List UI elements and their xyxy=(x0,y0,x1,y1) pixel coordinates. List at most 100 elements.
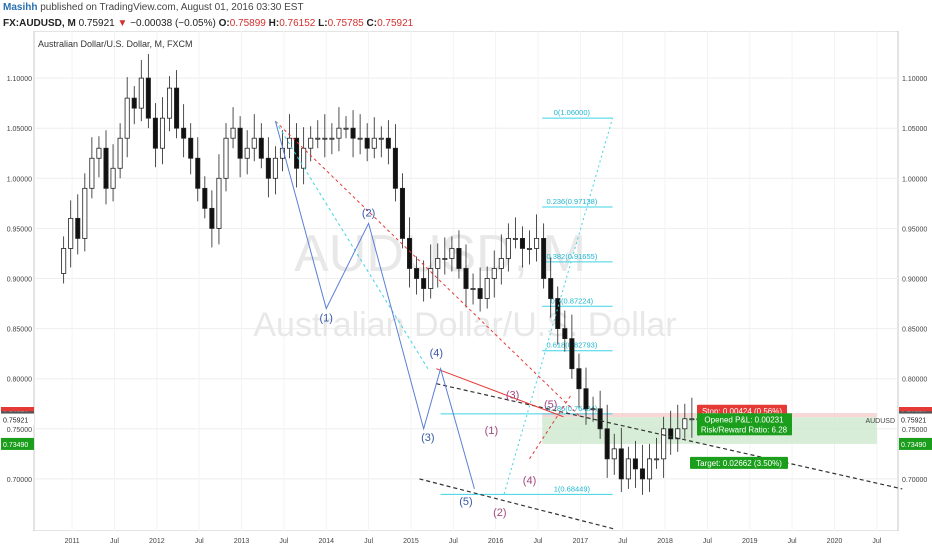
y-tick-label-right: 1.05000 xyxy=(902,126,927,133)
candle-body xyxy=(89,157,95,189)
x-tick-label: 2016 xyxy=(488,538,504,545)
candle-body xyxy=(569,338,575,370)
candle-body xyxy=(527,248,533,250)
red-support-line xyxy=(529,393,573,460)
wave-label-purple: (5) xyxy=(544,399,557,411)
candle-body xyxy=(477,288,483,299)
candle-body xyxy=(336,127,342,139)
y-tick-label-left: 0.80000 xyxy=(7,377,32,384)
candle-body xyxy=(399,187,405,239)
candle-body xyxy=(385,137,391,149)
candle-body xyxy=(618,448,624,480)
candle-body xyxy=(611,448,617,460)
cyan-projection-line xyxy=(503,118,614,495)
candle-body xyxy=(265,157,271,179)
candle-body xyxy=(576,368,582,390)
blue-wave-path xyxy=(274,121,475,490)
candle-body xyxy=(322,137,328,140)
y-tick-label-left: 1.05000 xyxy=(7,126,32,133)
wave-labels: (1) (2) (3) (4) (5) (1) (2) (3) (4) (5) xyxy=(320,207,558,519)
x-tick-label: 2011 xyxy=(65,538,80,545)
black-dashed-channel-top xyxy=(436,383,903,490)
candle-body xyxy=(82,187,88,239)
candle-body xyxy=(456,248,462,269)
y-tick-label-left: 0.75000 xyxy=(7,427,32,434)
x-tick-label: Jul xyxy=(618,538,627,545)
stop-label: Stop: 0.00424 (0.56%) xyxy=(702,407,782,416)
wave-label-blue: (3) xyxy=(421,432,434,444)
wave-label-blue: (4) xyxy=(430,348,443,360)
candle-body xyxy=(258,137,264,159)
candle-body xyxy=(209,207,215,229)
red-resistance-line xyxy=(436,368,564,418)
price-badge-left xyxy=(1,413,34,426)
y-tick-label-right: 0.75000 xyxy=(902,427,927,434)
candle-body xyxy=(654,458,660,461)
fib-extension: 0(1.06000) 0.236(0.97138) 0.382(0.91655) 0.… xyxy=(440,108,613,495)
candle-body xyxy=(131,97,137,109)
x-axis: 2011 Jul 2012 Jul 2013 Jul 2014 Jul 2015 Jul 2016 J… xyxy=(34,531,898,550)
x-tick-label: Jul xyxy=(110,538,119,545)
candle-body xyxy=(442,258,448,260)
candle-body xyxy=(407,238,413,269)
pnl-box xyxy=(697,413,792,436)
candle-body xyxy=(202,187,208,209)
candle-body xyxy=(428,268,434,289)
price-change: −0.00038 (−0.05%) xyxy=(130,18,216,29)
x-tick-label: Jul xyxy=(703,538,712,545)
red-dashed-trendline xyxy=(275,120,581,418)
candle-body xyxy=(463,268,469,289)
candle-body xyxy=(181,127,187,139)
candles xyxy=(61,54,702,495)
candle-body xyxy=(647,458,653,480)
y-tick-label-right: 1.00000 xyxy=(902,176,927,183)
pnl-label: Opened P&L: 0.00231 xyxy=(704,415,784,424)
price-badge-right-label: 0.73490 xyxy=(901,442,926,449)
high-value: 0.76152 xyxy=(279,18,316,29)
price-badge-right xyxy=(899,437,932,450)
wave-label-purple: (3) xyxy=(506,390,519,402)
x-axis-bg xyxy=(34,531,898,550)
open-value: 0.75899 xyxy=(229,18,266,29)
x-tick-label: 2018 xyxy=(657,538,673,545)
y-tick-label-left: 0.95000 xyxy=(7,226,32,233)
x-tick-label: 2015 xyxy=(403,538,419,545)
candle-body xyxy=(174,87,180,129)
y-tick-label-left: 1.00000 xyxy=(7,176,32,183)
fib-level-label: 0.786(0.76484) xyxy=(546,404,597,413)
low-label: L: xyxy=(318,18,328,29)
candle-body xyxy=(96,147,102,159)
candle-body xyxy=(414,268,420,279)
candle-body xyxy=(689,418,695,421)
candle-body xyxy=(159,117,165,149)
candle-body xyxy=(103,147,109,189)
candle-body xyxy=(167,87,173,119)
y-tick-label-right: 0.80000 xyxy=(902,377,927,384)
price-chart[interactable]: AUDUSD, M Australian Dollar/U.S. Dollar … xyxy=(0,31,932,550)
candle-body xyxy=(484,278,490,299)
price-badge-right xyxy=(899,413,932,426)
candle-body xyxy=(470,288,476,290)
watermark: AUDUSD, M Australian Dollar/U.S. Dollar xyxy=(253,225,676,344)
y-tick-label-right: 1.10000 xyxy=(902,76,927,83)
open-label: O: xyxy=(218,18,230,29)
candle-body xyxy=(378,137,384,140)
wave-label-purple: (1) xyxy=(485,425,498,437)
symbol-label-right: AUDUSD xyxy=(865,418,895,425)
candle-body xyxy=(590,408,596,411)
candle-body xyxy=(625,458,631,480)
ohlc-header: FX:AUDUSD, M 0.75921 ▼ −0.00038 (−0.05%)… xyxy=(3,16,413,31)
target-label-bg xyxy=(690,456,788,469)
candle-body xyxy=(597,408,603,430)
x-tick-label: Jul xyxy=(788,538,797,545)
candle-body xyxy=(145,77,151,119)
candle-body xyxy=(195,157,201,189)
fib-level-label: 1(0.68449) xyxy=(554,484,591,493)
candle-body xyxy=(682,418,688,430)
rr-label: Risk/Reward Ratio: 6.28 xyxy=(701,425,788,434)
publish-header: Masihh published on TradingView.com, Aug… xyxy=(0,0,932,16)
fib-level-label: 0.5(0.87224) xyxy=(551,296,594,305)
author-link[interactable]: Masihh xyxy=(3,2,38,13)
candle-body xyxy=(534,238,540,249)
publish-info: published on TradingView.com, August 01,… xyxy=(40,2,304,13)
